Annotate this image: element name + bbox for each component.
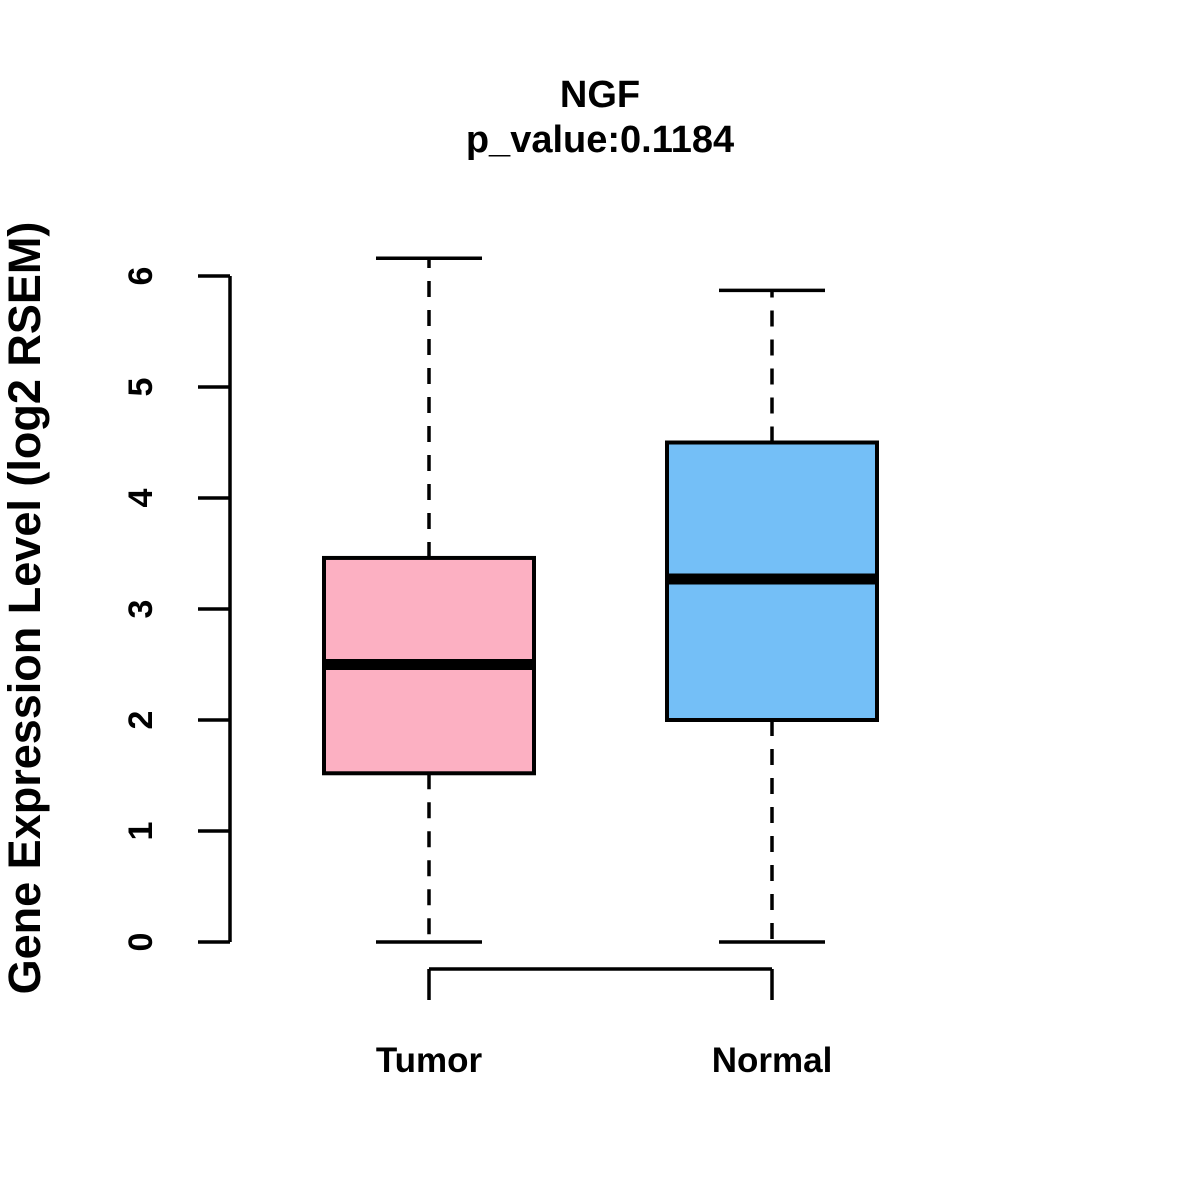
boxplots [322, 256, 879, 944]
y-tick-label-2: 2 [122, 711, 160, 730]
y-tick-label-4: 4 [122, 488, 160, 507]
y-tick-label-1: 1 [122, 822, 160, 841]
y-tick-label-6: 6 [122, 267, 160, 286]
y-tick-label-5: 5 [122, 378, 160, 397]
x-category-label-normal: Normal [712, 1041, 833, 1080]
y-axis: 0 1 2 3 4 5 6 [122, 267, 232, 952]
y-tick-label-0: 0 [122, 933, 160, 952]
x-axis: Tumor Normal [376, 967, 833, 1080]
x-category-label-tumor: Tumor [376, 1041, 483, 1080]
y-axis-title: Gene Expression Level (log2 RSEM) [0, 222, 50, 995]
y-tick-label-3: 3 [122, 600, 160, 619]
chart-subtitle: p_value:0.1184 [466, 119, 734, 161]
chart-title: NGF [560, 74, 640, 116]
